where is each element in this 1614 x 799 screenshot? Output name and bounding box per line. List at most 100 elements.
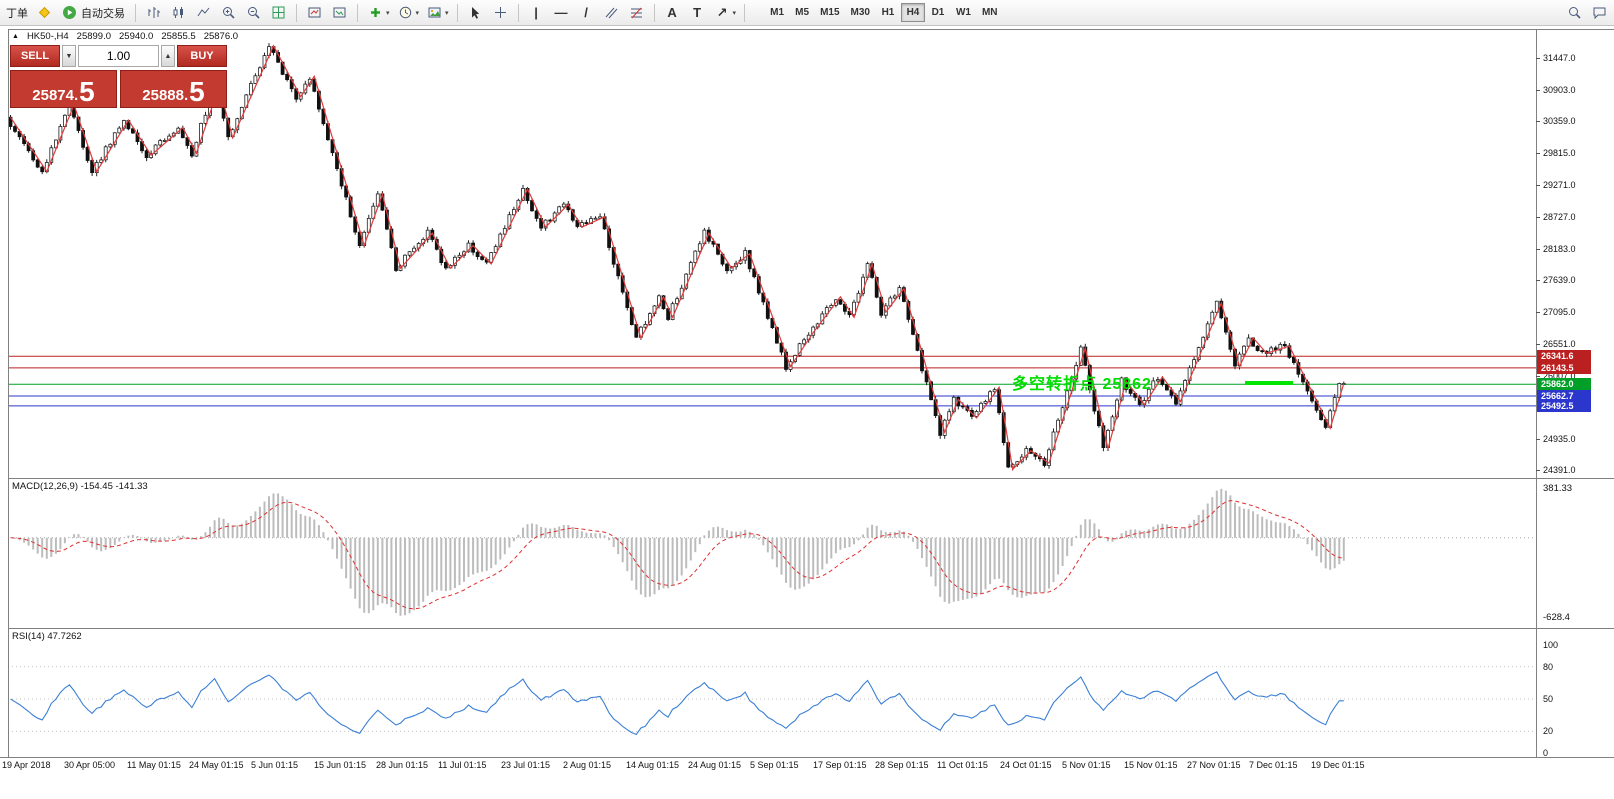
bar-chart-icon[interactable]	[142, 2, 165, 23]
autotrade-label: 自动交易	[81, 7, 125, 20]
indicator-window-up-icon[interactable]	[303, 2, 326, 23]
panel-collapse-icon[interactable]: ▲	[12, 33, 19, 40]
timeframe-m15[interactable]: M15	[815, 3, 844, 22]
price-tick-label: 24391.0	[1543, 465, 1576, 475]
time-axis-label: 5 Nov 01:15	[1062, 760, 1111, 770]
turning-point-annotation[interactable]: 多空转折点 25862	[1012, 376, 1152, 393]
text-tool-icon[interactable]: A	[667, 5, 677, 20]
sell-button[interactable]: SELL	[10, 45, 60, 67]
volume-decrease-button[interactable]: ▼	[62, 45, 76, 67]
time-axis-label: 19 Dec 01:15	[1311, 760, 1365, 770]
time-axis: 19 Apr 2018 30 Apr 05:00 11 May 01:15 24 Ma…	[0, 760, 1614, 774]
separator	[744, 3, 746, 22]
chart-template-icon[interactable]	[423, 2, 446, 23]
macd-panel-divider[interactable]	[8, 478, 1614, 479]
bid-pip-digit: 5	[79, 76, 95, 108]
time-axis-label: 5 Sep 01:15	[750, 760, 799, 770]
timeframe-h1[interactable]: H1	[876, 3, 900, 22]
price-tick-label: 30359.0	[1543, 116, 1576, 126]
timeframe-caret-icon[interactable]: ▾	[415, 9, 420, 17]
timeframe-m5[interactable]: M5	[790, 3, 814, 22]
price-tick-label: 26007.0	[1543, 371, 1576, 381]
timeframe-m30[interactable]: M30	[846, 3, 875, 22]
separator	[456, 3, 458, 22]
timeframe-h4[interactable]: H4	[900, 3, 925, 22]
price-tick	[1536, 153, 1540, 154]
crosshair-tool-icon[interactable]	[489, 2, 512, 23]
time-axis-label: 2 Aug 01:15	[563, 760, 612, 770]
timeframe-d1[interactable]: D1	[926, 3, 950, 22]
ask-pip-digit: 5	[189, 76, 205, 108]
zigzag-line[interactable]	[10, 44, 1345, 471]
favorites-icon[interactable]	[33, 2, 56, 23]
price-tick-label: 24935.0	[1543, 434, 1576, 444]
time-axis-label: 28 Sep 01:15	[875, 760, 929, 770]
one-click-trading-panel: SELL ▼ ▲ BUY 25874. 5 25888. 5	[10, 45, 227, 108]
zoom-in-icon[interactable]	[217, 2, 240, 23]
template-caret-icon[interactable]: ▾	[445, 9, 449, 17]
autotrade-button[interactable]: 自动交易	[58, 5, 129, 21]
time-axis-label: 5 Jun 01:15	[251, 760, 299, 770]
close-value: 25876.0	[203, 31, 239, 42]
time-axis-label: 15 Nov 01:15	[1124, 760, 1178, 770]
time-axis-label: 28 Jun 01:15	[376, 760, 429, 770]
rsi-panel-divider[interactable]	[8, 628, 1614, 629]
high-value: 25940.0	[119, 31, 154, 42]
fibonacci-tool-icon[interactable]	[625, 2, 648, 23]
candlestick-icon[interactable]	[167, 2, 190, 23]
timeframe-clock-icon[interactable]	[394, 2, 417, 23]
timeframe-w1[interactable]: W1	[951, 3, 976, 22]
price-tick	[1536, 344, 1540, 345]
add-indicator-icon[interactable]	[364, 2, 387, 23]
autotrade-play-icon	[63, 6, 76, 19]
volume-increase-button[interactable]: ▲	[161, 45, 175, 67]
timeframe-mn[interactable]: MN	[977, 3, 1003, 22]
time-axis-label: 24 Aug 01:15	[688, 760, 742, 770]
price-level-tag: 26341.6	[1537, 350, 1591, 362]
turning-point-marker[interactable]	[1245, 381, 1293, 385]
label-tool-icon[interactable]: T	[693, 5, 702, 20]
timeframe-group: M1 M5 M15 M30 H1 H4 D1 W1 MN	[765, 3, 1002, 22]
time-axis-line	[0, 757, 1614, 758]
time-axis-label: 27 Nov 01:15	[1187, 760, 1241, 770]
rsi-label: RSI(14) 47.7262	[12, 631, 82, 642]
trendline-tool-icon[interactable]: /	[584, 5, 588, 20]
channel-tool-icon[interactable]	[600, 2, 623, 23]
order-button[interactable]: 丁单	[6, 7, 28, 20]
price-tick	[1536, 217, 1540, 218]
price-tick-label: 27095.0	[1543, 307, 1576, 317]
search-icon[interactable]	[1563, 2, 1586, 23]
vertical-line-tool-icon[interactable]: |	[534, 5, 538, 20]
yellow-diamond-icon	[38, 6, 51, 19]
shapes-caret-icon[interactable]: ▾	[732, 9, 737, 17]
shapes-tool-icon[interactable]: ↗	[716, 4, 728, 20]
indicator-window-down-icon[interactable]	[328, 2, 351, 23]
line-chart-icon[interactable]	[192, 2, 215, 23]
price-level-tag: 25862.0	[1537, 378, 1591, 390]
low-value: 25855.5	[161, 31, 196, 42]
horizontal-line-tool-icon[interactable]: —	[554, 5, 568, 20]
zoom-out-icon[interactable]	[242, 2, 265, 23]
price-level-tag: 25662.7	[1537, 390, 1591, 402]
cursor-tool-icon[interactable]	[464, 2, 487, 23]
price-chart[interactable]	[8, 30, 1536, 478]
time-axis-label: 23 Jul 01:15	[501, 760, 551, 770]
price-tick	[1536, 280, 1540, 281]
macd-panel[interactable]	[8, 479, 1536, 628]
buy-button[interactable]: BUY	[177, 45, 227, 67]
time-axis-label: 11 Oct 01:15	[937, 760, 988, 770]
rsi-line	[10, 671, 1344, 736]
time-axis-label: 14 Aug 01:15	[626, 760, 680, 770]
price-tick	[1536, 121, 1540, 122]
ask-quote-button[interactable]: 25888. 5	[120, 70, 227, 108]
timeframe-m1[interactable]: M1	[765, 3, 789, 22]
tile-windows-icon[interactable]	[267, 2, 290, 23]
rsi-panel[interactable]	[8, 629, 1536, 756]
price-level-tag: 25492.5	[1537, 400, 1591, 412]
volume-input[interactable]	[78, 45, 159, 67]
chat-icon[interactable]	[1588, 2, 1611, 23]
bid-quote-button[interactable]: 25874. 5	[10, 70, 117, 108]
macd-signal-line	[10, 500, 1344, 610]
add-indicator-caret-icon[interactable]: ▾	[386, 9, 390, 17]
